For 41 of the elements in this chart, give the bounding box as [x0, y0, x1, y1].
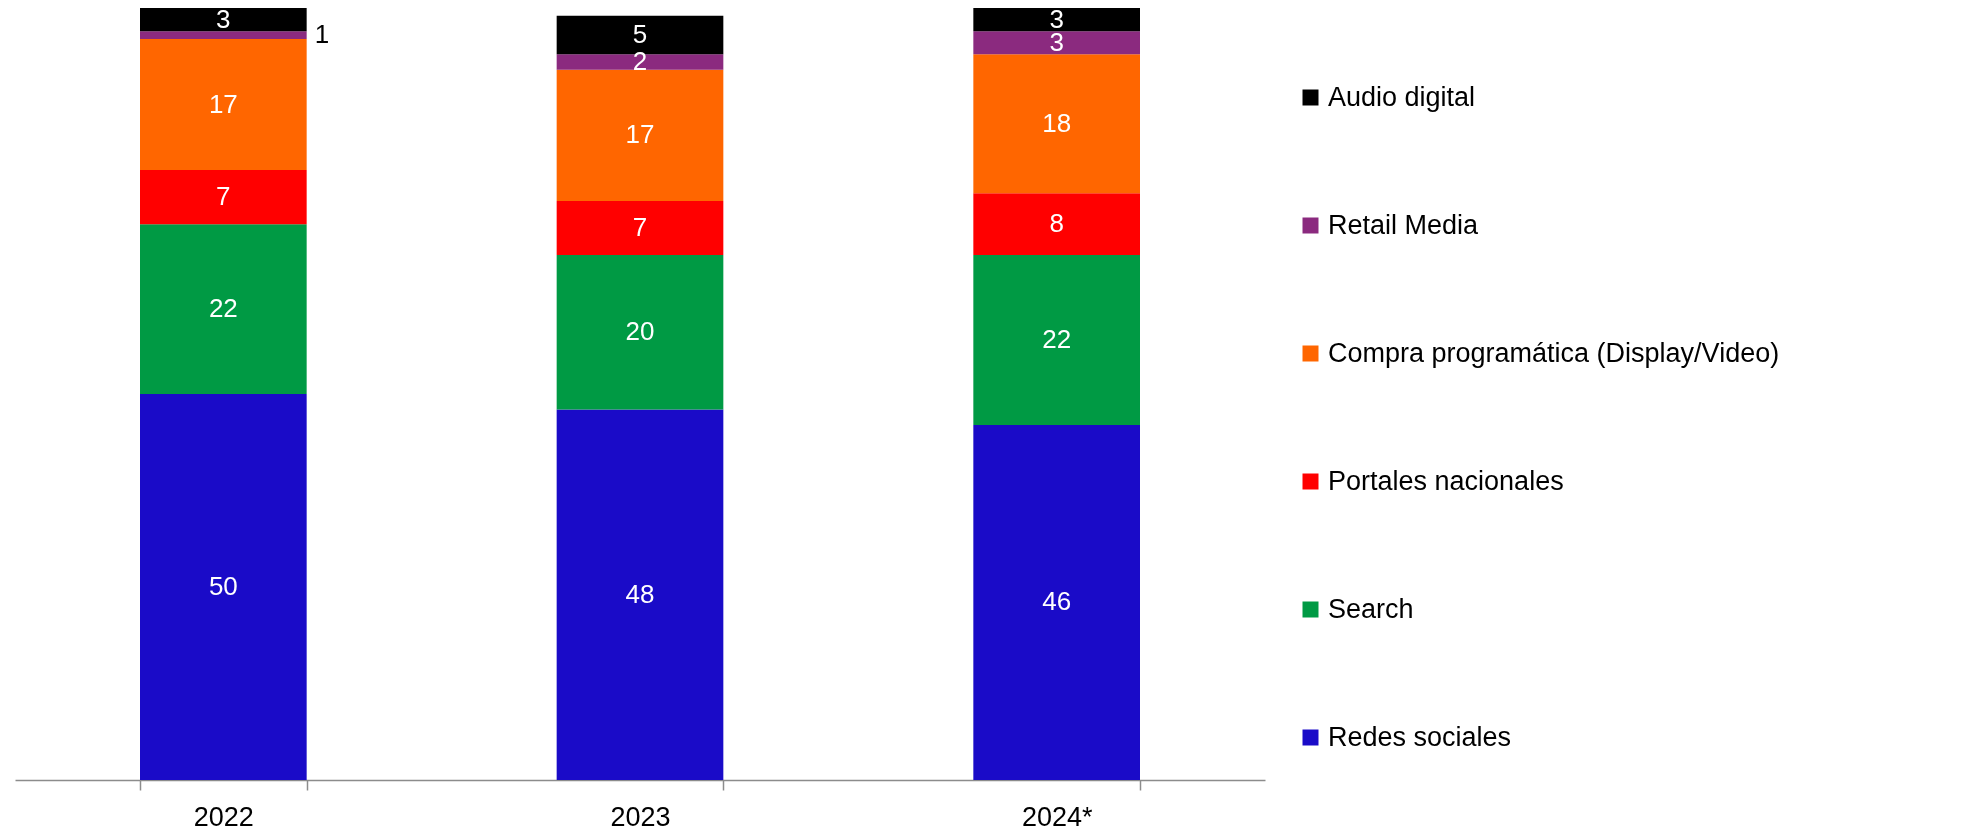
legend-label: Search: [1328, 593, 1414, 624]
data-label: 46: [1042, 586, 1072, 617]
bar: [973, 193, 1140, 256]
bar: [973, 31, 1140, 55]
bar: [556, 255, 724, 410]
data-label: 22: [208, 293, 238, 324]
bar: [140, 38, 307, 171]
data-label: 18: [1042, 107, 1072, 138]
legend-label: Audio digital: [1328, 81, 1476, 112]
legend-label: Compra programática (Display/Video): [1328, 337, 1780, 368]
legend-label: Redes sociales: [1328, 721, 1512, 752]
legend-label: Portales nacionales: [1328, 465, 1564, 496]
bar: [140, 224, 307, 394]
x-tick-label: 2023: [610, 801, 671, 832]
bar: [556, 201, 724, 256]
bar: [973, 54, 1140, 194]
data-label: 3: [216, 3, 231, 34]
x-tick-label: 2024*: [1021, 801, 1093, 832]
data-label: 7: [216, 181, 231, 212]
data-label: 20: [625, 316, 655, 347]
bar: [973, 424, 1140, 780]
bar: [973, 8, 1140, 32]
bar: [556, 409, 724, 780]
data-label: 17: [625, 119, 655, 150]
data-label: 48: [625, 578, 655, 609]
bar: [556, 54, 724, 70]
bar: [973, 255, 1140, 425]
data-label: 1: [314, 19, 330, 50]
data-label: 7: [632, 212, 648, 243]
data-label: 50: [208, 571, 238, 601]
data-label: 22: [1042, 323, 1072, 354]
bar: [556, 69, 724, 201]
bar: [140, 394, 307, 780]
bar: [140, 170, 307, 225]
data-label: 8: [1049, 208, 1064, 239]
data-label: 17: [208, 88, 238, 119]
legend-label: Retail Media: [1328, 209, 1480, 240]
x-tick-label: 2022: [193, 801, 254, 832]
bar: [140, 8, 307, 32]
data-label: 3: [1049, 3, 1064, 34]
bar: [140, 31, 307, 39]
